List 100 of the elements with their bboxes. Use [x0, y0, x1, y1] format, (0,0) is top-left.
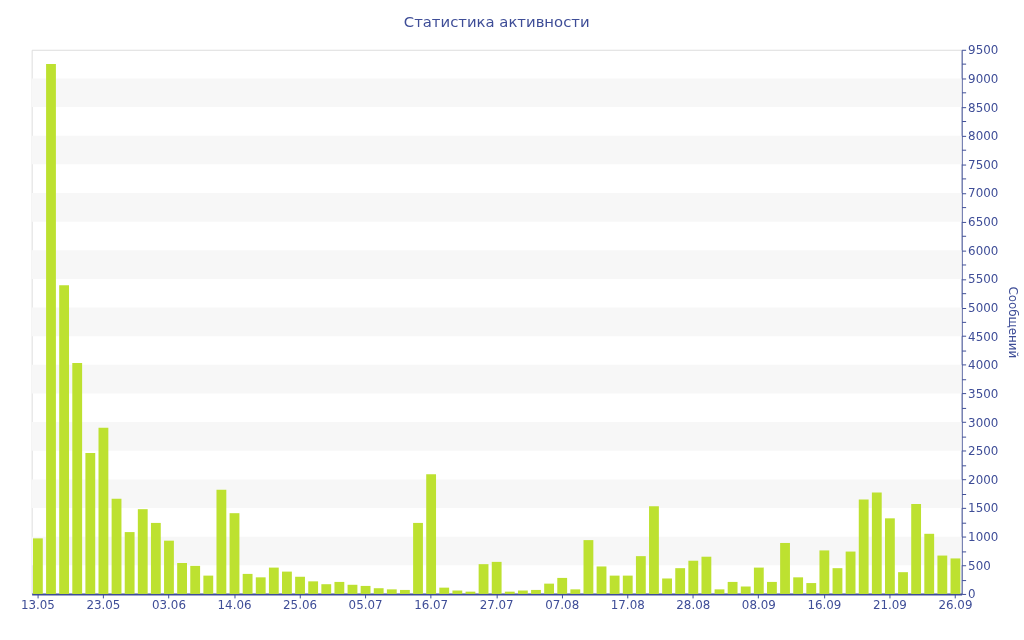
y-tick-label: 3000	[968, 415, 999, 430]
bar	[413, 522, 423, 594]
bar	[386, 589, 397, 594]
bar	[924, 533, 935, 594]
bar	[950, 558, 961, 594]
x-tick-label: 16.07	[414, 598, 449, 613]
bar	[347, 584, 358, 594]
y-tick-label: 1500	[968, 501, 999, 516]
x-tick-label: 17.08	[610, 598, 645, 613]
y-tick-label: 7500	[968, 157, 999, 172]
bar	[229, 513, 240, 594]
y-tick-label: 6500	[968, 215, 999, 230]
y-tick-label: 5000	[968, 301, 999, 315]
bar	[72, 363, 83, 594]
bar	[649, 506, 659, 594]
bar	[255, 577, 266, 594]
bar	[701, 556, 712, 594]
bar	[295, 576, 305, 594]
bar	[282, 571, 292, 594]
bar	[622, 575, 633, 594]
bar	[268, 567, 279, 594]
x-tick-label: 25.06	[283, 598, 318, 613]
bar	[59, 285, 70, 594]
bar	[137, 509, 148, 594]
bar	[767, 581, 777, 594]
bar	[596, 566, 607, 594]
bar	[46, 64, 56, 594]
bar	[124, 532, 135, 594]
bar	[845, 551, 856, 594]
bar	[334, 581, 345, 594]
y-tick-label: 5500	[968, 272, 999, 287]
x-tick-label: 21.09	[872, 598, 907, 613]
y-tick-label: 8000	[968, 129, 999, 144]
bar	[937, 555, 948, 594]
x-tick-label: 23.05	[86, 598, 121, 613]
bar	[662, 578, 672, 594]
bar	[740, 586, 751, 594]
y-tick-label: 4000	[968, 358, 999, 373]
y-axis-title: Сообщений	[1006, 286, 1021, 359]
bar	[544, 583, 555, 594]
bar	[583, 540, 594, 594]
bar	[727, 581, 738, 594]
bar	[216, 489, 227, 594]
y-tick-label: 9000	[968, 71, 999, 86]
bar	[570, 589, 581, 594]
x-tick-label: 28.08	[676, 598, 711, 613]
bar	[373, 588, 384, 594]
bar	[399, 589, 410, 594]
bar	[164, 540, 174, 594]
y-tick-label: 4500	[968, 329, 999, 344]
bar	[491, 561, 502, 594]
y-tick-label: 2500	[968, 444, 999, 459]
bar	[780, 542, 790, 594]
y-tick-label: 500	[968, 558, 991, 573]
y-tick-label: 8500	[968, 100, 999, 115]
bar	[242, 573, 253, 594]
chart-title: Статистика активности	[403, 13, 590, 31]
bar	[439, 587, 450, 594]
x-tick-label: 13.05	[20, 598, 55, 613]
bar	[609, 575, 620, 594]
bar	[478, 564, 489, 594]
bar	[675, 568, 686, 594]
bar	[321, 584, 332, 594]
bar	[884, 518, 895, 594]
y-tick-label: 1000	[968, 530, 999, 545]
bar	[203, 575, 214, 594]
x-tick-label: 03.06	[151, 598, 186, 613]
bar	[898, 572, 908, 594]
x-tick-label: 05.07	[348, 598, 383, 613]
bar	[635, 556, 646, 594]
bar	[714, 589, 725, 594]
y-tick-label: 9500	[968, 43, 999, 58]
x-tick-label: 26.09	[938, 598, 973, 613]
bar	[150, 522, 161, 594]
bar	[753, 567, 764, 594]
x-tick-label: 07.08	[545, 598, 580, 613]
x-tick-label: 16.09	[807, 598, 842, 613]
bar	[911, 504, 922, 594]
bar	[793, 577, 804, 594]
y-tick-label: 7000	[968, 186, 999, 201]
bar	[426, 474, 437, 594]
bar	[806, 583, 817, 594]
x-tick-label: 08.09	[741, 598, 776, 613]
bar	[190, 565, 201, 594]
bar	[32, 538, 43, 594]
bar	[858, 499, 869, 594]
bar	[871, 492, 882, 594]
bar	[98, 427, 109, 594]
bar	[688, 560, 699, 594]
y-tick-label: 3500	[968, 386, 999, 401]
bar	[832, 568, 843, 594]
bar	[85, 453, 96, 594]
x-tick-label: 14.06	[217, 598, 252, 613]
bar	[308, 581, 319, 594]
y-tick-label: 2000	[968, 472, 999, 487]
bar	[360, 585, 371, 594]
bar	[819, 550, 830, 594]
y-tick-label: 6000	[968, 243, 999, 258]
bar	[557, 577, 568, 594]
bar	[531, 589, 541, 594]
